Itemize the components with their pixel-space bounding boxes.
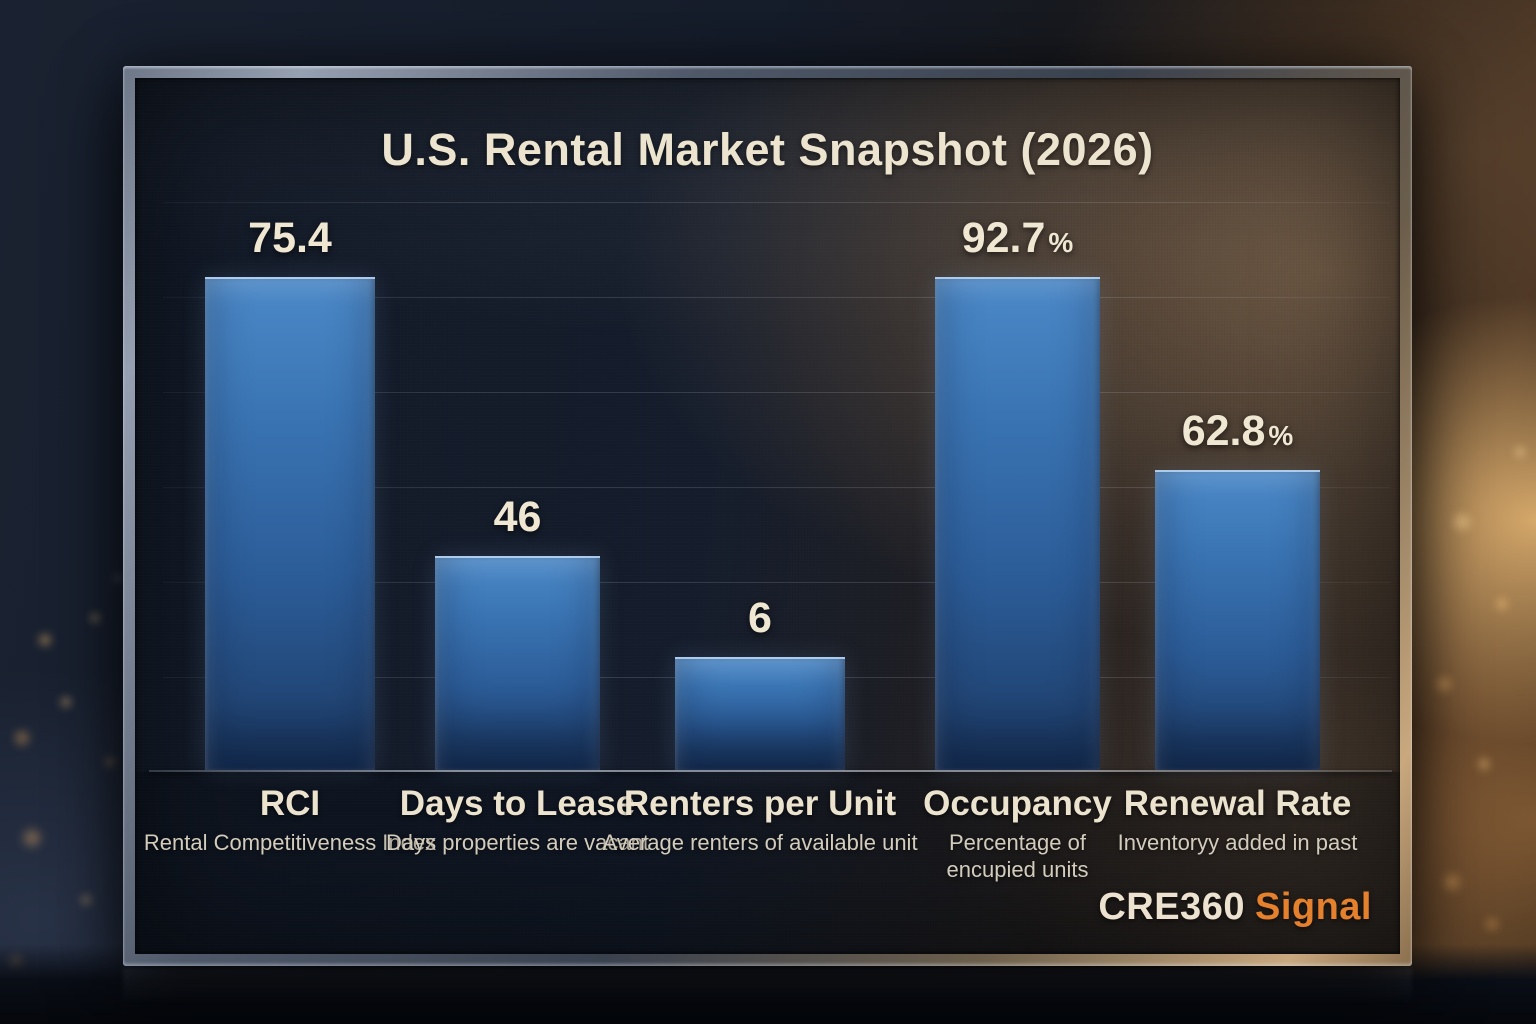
bar-value-label-days-to-lease: 46: [494, 493, 542, 542]
category-sublabel-renters-per-unit: Average renters of available unit: [602, 830, 918, 855]
x-axis-baseline: [149, 770, 1392, 772]
chart-title: U.S. Rental Market Snapshot (2026): [381, 124, 1154, 175]
bar-value-label-rci: 75.4: [248, 214, 332, 263]
brand-name: CRE360: [1098, 886, 1245, 928]
bar-occupancy: [935, 277, 1100, 770]
category-label-renters-per-unit: Renters per Unit: [623, 784, 897, 823]
value-number: 62.8: [1181, 407, 1266, 455]
value-suffix: %: [1048, 227, 1074, 258]
bar-days-to-lease: [435, 556, 600, 770]
value-number: 6: [748, 594, 772, 642]
label-zone-shade: [135, 772, 1400, 954]
category-sublabel-days-to-lease: Days properties are vacant: [386, 830, 649, 855]
brand-logo: CRE360 Signal: [1098, 886, 1372, 929]
bar-value-label-renters-per-unit: 6: [748, 594, 772, 643]
bar-rci: [205, 277, 375, 770]
value-number: 75.4: [248, 214, 332, 262]
value-suffix: %: [1268, 420, 1294, 451]
plot-area: 75.4 RCI Rental Competitiveness Index 46 Day…: [135, 78, 1400, 954]
category-sublabel-occupancy: Percentage of encupied units: [946, 830, 1089, 882]
bar-renters-per-unit: [675, 657, 845, 770]
chart-frame: U.S. Rental Market Snapshot (2026) 75.4 R…: [123, 66, 1412, 966]
brand-suffix: Signal: [1254, 886, 1372, 928]
bar-value-label-renewal-rate: 62.8%: [1182, 407, 1294, 456]
category-label-occupancy: Occupancy: [923, 784, 1112, 823]
value-number: 92.7: [961, 214, 1046, 262]
gridline: [163, 392, 1390, 393]
gridline: [163, 202, 1390, 203]
frame-reflection: [123, 968, 1412, 1004]
gridline: [163, 487, 1390, 488]
category-sublabel-renewal-rate: Inventoryy added in past: [1117, 830, 1358, 855]
category-label-renewal-rate: Renewal Rate: [1123, 784, 1352, 823]
bar-value-label-occupancy: 92.7%: [962, 214, 1074, 263]
category-label-rci: RCI: [259, 784, 321, 823]
gridline: [163, 297, 1390, 298]
bar-renewal-rate: [1155, 470, 1320, 770]
chart-board: U.S. Rental Market Snapshot (2026) 75.4 R…: [135, 78, 1400, 954]
category-label-days-to-lease: Days to Lease: [399, 784, 636, 823]
category-sublabel-rci: Rental Competitiveness Index: [143, 830, 437, 855]
gridline: [163, 582, 1390, 583]
value-number: 46: [493, 493, 542, 541]
